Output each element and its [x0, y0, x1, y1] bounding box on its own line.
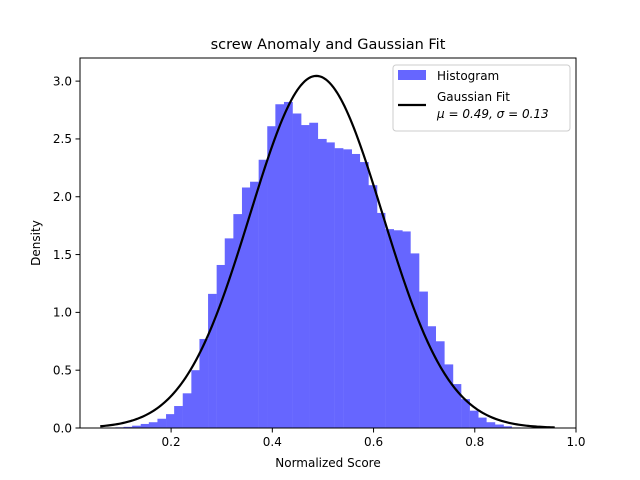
histogram-bar — [503, 426, 512, 428]
histogram-bar — [148, 422, 158, 428]
x-tick-label: 0.2 — [162, 435, 181, 449]
legend: Histogram Gaussian Fit μ = 0.49, σ = 0.1… — [392, 64, 571, 132]
y-tick-label: 2.0 — [53, 190, 72, 204]
histogram-bar — [368, 185, 378, 428]
histogram-bar — [224, 238, 234, 428]
histogram-bar — [376, 212, 386, 428]
histogram-bar — [435, 341, 445, 428]
histogram-bar — [486, 422, 496, 428]
legend-label-histogram: Histogram — [437, 69, 499, 83]
histogram-bar — [385, 229, 394, 429]
histogram-bar — [292, 113, 302, 428]
histogram-bar — [317, 138, 327, 428]
histogram-bar — [334, 148, 344, 428]
histogram-bar — [140, 423, 150, 428]
histogram-bar — [258, 159, 268, 428]
histogram-bar — [495, 424, 504, 428]
histogram-bar — [267, 126, 277, 428]
x-tick-label: 1.0 — [566, 435, 585, 449]
y-axis-label: Density — [29, 220, 43, 266]
y-tick-label: 0.5 — [53, 363, 72, 377]
histogram-bar — [343, 149, 352, 428]
x-tick-label: 0.6 — [364, 435, 383, 449]
legend-box — [392, 64, 571, 132]
legend-label-gaussian: Gaussian Fit — [437, 90, 510, 104]
histogram-bar — [359, 162, 369, 428]
x-axis-label: Normalized Score — [275, 456, 380, 470]
y-tick-label: 3.0 — [53, 74, 72, 88]
histogram-bar — [410, 253, 420, 428]
histogram-bar — [191, 370, 201, 428]
x-tick-label: 0.8 — [465, 435, 484, 449]
histogram-bar — [477, 417, 487, 428]
histogram-bar — [452, 384, 462, 428]
histogram-bar — [208, 293, 217, 429]
y-tick-label: 2.5 — [53, 132, 72, 146]
histogram-bar — [166, 414, 175, 429]
histogram-bar — [241, 187, 251, 428]
legend-sublabel-gaussian: μ = 0.49, σ = 0.13 — [436, 107, 549, 121]
x-axis-ticks: 0.2 0.4 0.6 0.8 1.0 — [162, 428, 586, 449]
histogram-bar — [233, 214, 243, 428]
histogram-bar — [469, 410, 479, 428]
histogram-bar — [444, 364, 454, 428]
histogram-bar — [427, 326, 436, 428]
gaussian-fit-line — [100, 74, 555, 429]
legend-swatch-histogram — [398, 70, 426, 80]
histogram-bar — [283, 101, 293, 428]
y-tick-label: 1.5 — [53, 248, 72, 262]
histogram-bar — [174, 406, 183, 428]
histogram-bars — [106, 101, 521, 429]
histogram-bar — [132, 425, 141, 428]
histogram-bar — [123, 426, 133, 428]
histogram-bar — [199, 338, 209, 428]
y-axis-ticks: 0.0 0.5 1.0 1.5 2.0 2.5 3.0 — [53, 74, 80, 435]
histogram-bar — [325, 142, 335, 428]
y-tick-label: 0.0 — [53, 421, 72, 435]
histogram-bar — [157, 418, 167, 428]
histogram-bar — [419, 291, 428, 428]
histogram-bar — [351, 153, 361, 428]
histogram-bar — [309, 122, 319, 428]
y-tick-label: 1.0 — [53, 306, 72, 320]
histogram-bar — [300, 125, 310, 428]
x-tick-label: 0.4 — [263, 435, 282, 449]
plot-area — [79, 57, 577, 429]
histogram-bar — [461, 399, 470, 428]
chart-title: screw Anomaly and Gaussian Fit — [211, 37, 446, 53]
axes-frame — [79, 57, 577, 429]
histogram-bar — [393, 230, 403, 428]
histogram-bar — [401, 231, 411, 428]
histogram-bar — [216, 264, 226, 428]
histogram-bar — [182, 393, 192, 428]
histogram-bar — [275, 104, 285, 428]
histogram-bar — [250, 181, 259, 428]
